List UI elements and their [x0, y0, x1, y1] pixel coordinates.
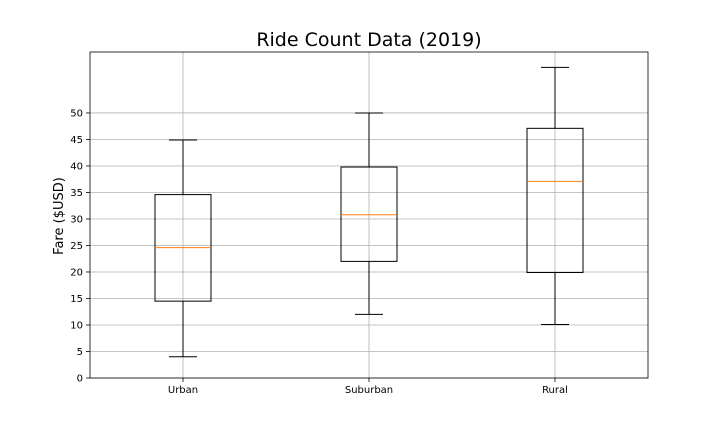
box-group-rural: [526, 66, 584, 325]
y-tick-label: 15: [70, 294, 83, 305]
y-tick-label: 10: [70, 320, 83, 331]
box-group-suburban: [340, 112, 398, 315]
y-tick-label: 5: [77, 347, 83, 358]
iqr-box: [340, 166, 398, 262]
y-tick-label: 40: [70, 161, 83, 172]
y-tick-label: 30: [70, 214, 83, 225]
iqr-box: [526, 127, 584, 274]
chart-title: Ride Count Data (2019): [256, 29, 481, 51]
y-axis-label: Fare ($USD): [52, 177, 67, 255]
y-tick-label: 35: [70, 188, 83, 199]
x-tick-label: Suburban: [345, 385, 393, 396]
y-tick-label: 20: [70, 267, 83, 278]
y-tick-label: 45: [70, 135, 83, 146]
x-tick-label: Urban: [168, 385, 198, 396]
axis-ticks: 0 5 10 15 20 25 30 35 40 45 50 Urban Suburban Rural: [70, 108, 568, 396]
y-tick-label: 0: [77, 374, 83, 385]
y-tick-label: 50: [70, 108, 83, 119]
y-tick-label: 25: [70, 241, 83, 252]
box-group-urban: [154, 139, 212, 358]
x-tick-label: Rural: [542, 385, 568, 396]
boxes: [154, 66, 584, 358]
